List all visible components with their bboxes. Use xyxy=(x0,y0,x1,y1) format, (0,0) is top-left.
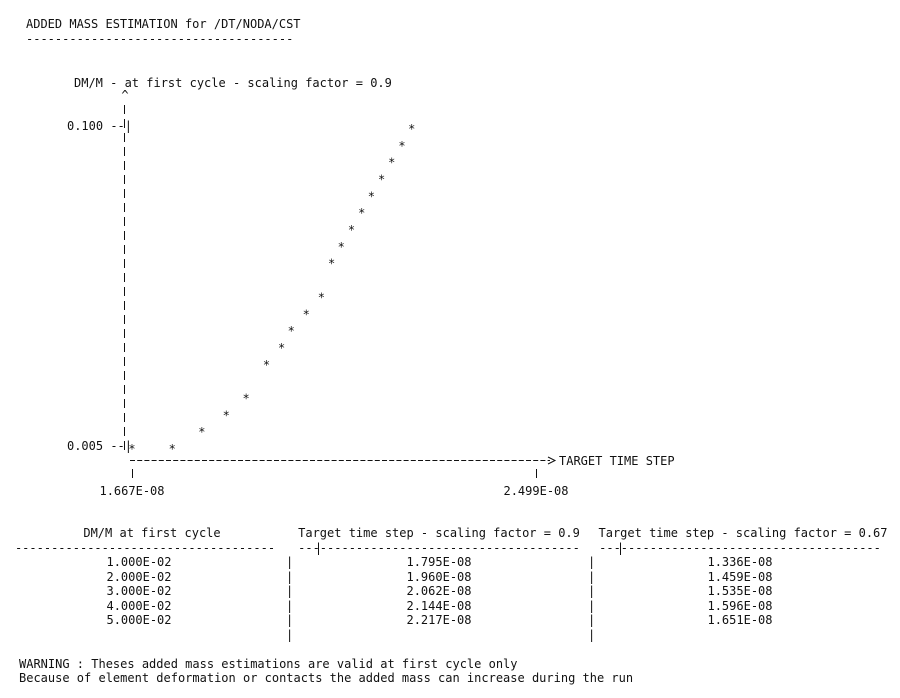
data-point-5: * xyxy=(242,392,249,406)
x-axis-label: TARGET TIME STEP xyxy=(559,454,675,468)
scatter-plot: ^ * ****************** xyxy=(121,88,557,478)
y-tick-max: 0.100 --| xyxy=(66,119,132,133)
data-point-7: * xyxy=(278,341,285,355)
table-row-5-sf09: 2.217E-08 xyxy=(406,613,472,627)
data-point-11: * xyxy=(328,257,335,271)
table-separator-2: --------------------------------------- xyxy=(298,541,580,555)
data-point-9: * xyxy=(303,307,310,321)
data-point-18: * xyxy=(398,139,405,153)
data-point-14: * xyxy=(358,206,365,220)
x-axis-arrowhead xyxy=(547,456,557,465)
table-row-2-sf067: 1.459E-08 xyxy=(707,570,773,584)
table-row-2-dm: 2.000E-02 xyxy=(106,570,172,584)
data-point-8: * xyxy=(288,324,295,338)
y-tick-min: 0.005 --| xyxy=(66,439,132,453)
warning-line-2: Because of element deformation or contac… xyxy=(19,671,634,685)
x-tick-max: 2.499E-08 xyxy=(503,484,569,498)
scatter-points: * ****************** xyxy=(128,122,415,456)
data-point-3: * xyxy=(198,425,205,439)
table-separator-1: ------------------------------------ xyxy=(14,541,276,555)
data-point-15: * xyxy=(368,189,375,203)
table-row-2-sf09: 1.960E-08 xyxy=(406,570,472,584)
report-title-underline: ------------------------------------- xyxy=(26,32,294,46)
y-axis-arrow: ^ xyxy=(121,88,128,102)
table-row-5-sf067: 1.651E-08 xyxy=(707,613,773,627)
chart-title: DM/M - at first cycle - scaling factor =… xyxy=(74,76,392,90)
data-point-1: * xyxy=(128,442,135,456)
data-point-2: * xyxy=(169,442,176,456)
column-divider-2: | | | | | | | xyxy=(588,540,625,642)
data-point-16: * xyxy=(378,173,385,187)
column-divider-1: | | | | | | | xyxy=(286,540,323,642)
x-tick-min: 1.667E-08 xyxy=(99,484,165,498)
table-header-dm: DM/M at first cycle xyxy=(83,526,221,540)
table-separator-3: --------------------------------------- xyxy=(599,541,881,555)
data-point-12: * xyxy=(338,240,345,254)
warning-line-1: WARNING : Theses added mass estimations … xyxy=(19,657,518,671)
table-row-4-sf067: 1.596E-08 xyxy=(707,599,773,613)
table-header-sf09: Target time step - scaling factor = 0.9 xyxy=(298,526,580,540)
data-point-19: * xyxy=(408,122,415,136)
table-row-5-dm: 5.000E-02 xyxy=(106,613,172,627)
table-row-1-sf09: 1.795E-08 xyxy=(406,555,472,569)
data-point-17: * xyxy=(388,156,395,170)
table-row-3-dm: 3.000E-02 xyxy=(106,584,172,598)
table-row-4-sf09: 2.144E-08 xyxy=(406,599,472,613)
table-row-1-dm: 1.000E-02 xyxy=(106,555,172,569)
table-row-4-dm: 4.000E-02 xyxy=(106,599,172,613)
table-row-3-sf09: 2.062E-08 xyxy=(406,584,472,598)
data-point-4: * xyxy=(223,408,230,422)
report-title: ADDED MASS ESTIMATION for /DT/NODA/CST xyxy=(26,17,301,31)
data-point-10: * xyxy=(318,290,325,304)
data-point-6: * xyxy=(263,358,270,372)
data-point-13: * xyxy=(348,223,355,237)
table-row-1-sf067: 1.336E-08 xyxy=(707,555,773,569)
table-header-sf067: Target time step - scaling factor = 0.67 xyxy=(598,526,888,540)
table-row-3-sf067: 1.535E-08 xyxy=(707,584,773,598)
